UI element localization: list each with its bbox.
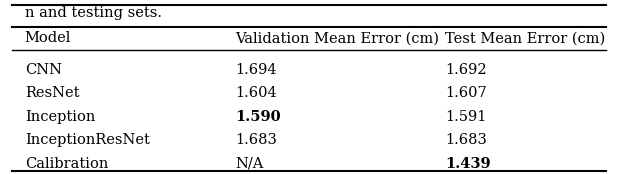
Text: 1.692: 1.692	[445, 63, 487, 77]
Text: ResNet: ResNet	[25, 86, 79, 100]
Text: 1.683: 1.683	[445, 133, 487, 147]
Text: n and testing sets.: n and testing sets.	[25, 6, 162, 20]
Text: 1.694: 1.694	[235, 63, 276, 77]
Text: 1.683: 1.683	[235, 133, 277, 147]
Text: Calibration: Calibration	[25, 157, 108, 171]
Text: Inception: Inception	[25, 110, 95, 124]
Text: InceptionResNet: InceptionResNet	[25, 133, 150, 147]
Text: N/A: N/A	[235, 157, 264, 171]
Text: Validation Mean Error (cm): Validation Mean Error (cm)	[235, 31, 439, 45]
Text: 1.590: 1.590	[235, 110, 281, 124]
Text: 1.607: 1.607	[445, 86, 487, 100]
Text: 1.439: 1.439	[445, 157, 491, 171]
Text: Model: Model	[25, 31, 71, 45]
Text: 1.604: 1.604	[235, 86, 277, 100]
Text: Test Mean Error (cm): Test Mean Error (cm)	[445, 31, 605, 45]
Text: CNN: CNN	[25, 63, 61, 77]
Text: 1.591: 1.591	[445, 110, 487, 124]
